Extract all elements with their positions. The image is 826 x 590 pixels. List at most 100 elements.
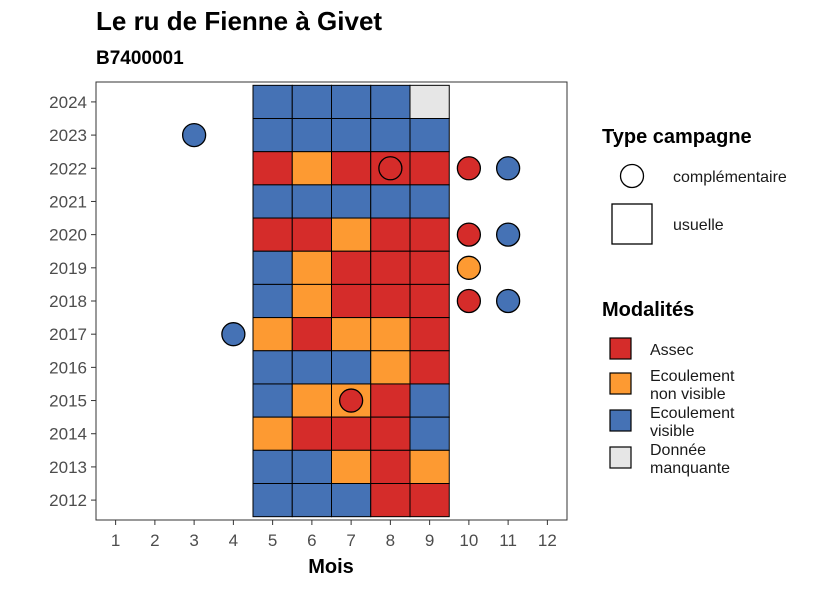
legend-modalite-label: manquante [650, 460, 730, 477]
tile-2024-6 [291, 84, 332, 120]
point-2023-3 [181, 122, 207, 148]
tile-2023-7 [331, 118, 372, 153]
tile-2020-8 [370, 217, 411, 252]
y-tick-label: 2013 [49, 458, 87, 477]
legend-swatch-1 [609, 372, 632, 395]
tile-2016-6 [291, 350, 332, 385]
tile-2022-6 [291, 151, 332, 186]
tile-2020-9 [409, 217, 450, 252]
tile-2015-9 [409, 383, 450, 418]
chart-title: Le ru de Fienne à Givet [96, 6, 382, 36]
point-2019-10 [456, 255, 482, 280]
y-tick-label: 2021 [49, 192, 87, 211]
legend-swatch-3 [609, 446, 632, 469]
tile-2022-9 [409, 151, 450, 186]
tile-2017-9 [409, 317, 450, 352]
x-tick-label: 10 [459, 531, 478, 550]
tile-2021-5 [252, 184, 293, 219]
tile-2014-9 [409, 416, 450, 451]
tile-2017-5 [252, 317, 293, 352]
tile-layer [252, 84, 450, 518]
tile-2019-7 [331, 250, 372, 285]
x-tick-label: 12 [538, 531, 557, 550]
point-2015-7 [338, 388, 364, 413]
y-tick-label: 2023 [49, 126, 87, 145]
tile-2013-7 [331, 449, 372, 484]
tile-2017-7 [331, 317, 372, 352]
tile-2014-8 [370, 416, 411, 451]
x-axis-title: Mois [308, 556, 354, 578]
tile-2015-8 [370, 383, 411, 418]
tile-2016-5 [252, 350, 293, 385]
tile-2021-7 [331, 184, 372, 219]
point-2022-11 [495, 156, 521, 181]
tile-2015-6 [291, 383, 332, 418]
x-tick-label: 4 [229, 531, 238, 550]
tile-2016-9 [409, 350, 450, 385]
y-tick-label: 2024 [49, 93, 87, 112]
legend-modalite-label: Ecoulement [650, 368, 735, 385]
legend-type-title: Type campagne [602, 126, 752, 148]
point-2018-10 [456, 288, 482, 314]
tile-2013-5 [252, 449, 293, 484]
legend-modalite-label: Donnée [650, 442, 706, 459]
tile-2012-7 [331, 483, 372, 518]
legend-type-label: complémentaire [673, 169, 787, 186]
legend-circle-swatch [619, 163, 645, 189]
tile-2018-5 [252, 283, 293, 319]
tile-2024-5 [252, 84, 293, 120]
tile-2014-7 [331, 416, 372, 451]
legend-type: complémentaire usuelle [611, 163, 787, 245]
tile-2017-8 [370, 317, 411, 352]
tile-2019-6 [291, 250, 332, 285]
legend-modalite-label: Ecoulement [650, 405, 735, 422]
y-tick-label: 2018 [49, 292, 87, 311]
legend-swatch-0 [609, 337, 632, 360]
y-tick-label: 2015 [49, 392, 87, 411]
point-2022-10 [456, 156, 482, 181]
y-tick-label: 2016 [49, 358, 87, 377]
tile-2021-9 [409, 184, 450, 219]
tile-2018-6 [291, 283, 332, 319]
tile-2014-5 [252, 416, 293, 451]
y-tick-label: 2017 [49, 325, 87, 344]
legend-modalites-title: Modalités [602, 299, 694, 321]
x-tick-label: 6 [307, 531, 316, 550]
tile-2013-8 [370, 449, 411, 484]
tile-2016-7 [331, 350, 372, 385]
point-2022-8 [378, 156, 403, 181]
tile-2021-8 [370, 184, 411, 219]
x-tick-label: 7 [346, 531, 355, 550]
tile-2014-6 [291, 416, 332, 451]
tile-2019-5 [252, 250, 293, 285]
tile-2022-7 [331, 151, 372, 186]
tile-2019-8 [370, 250, 411, 285]
legend-swatch-2 [609, 409, 632, 432]
axes: 1 2 3 4 5 6 7 8 9 10 11 122012201320142015201620172… [49, 93, 557, 550]
tile-2017-6 [291, 317, 332, 352]
x-tick-label: 11 [499, 531, 517, 550]
tile-2024-8 [370, 84, 411, 120]
tile-2019-9 [409, 250, 450, 285]
y-tick-label: 2012 [49, 491, 87, 510]
tile-2023-9 [409, 118, 450, 153]
point-2018-11 [495, 288, 521, 314]
tile-2012-9 [409, 483, 450, 518]
y-tick-label: 2014 [49, 425, 87, 444]
x-tick-label: 3 [189, 531, 198, 550]
point-layer [181, 122, 521, 413]
chart-subtitle: B7400001 [96, 48, 184, 69]
tile-2012-8 [370, 483, 411, 518]
tile-2012-5 [252, 483, 293, 518]
point-2020-10 [456, 222, 482, 247]
y-tick-label: 2019 [49, 259, 87, 278]
y-tick-label: 2020 [49, 226, 87, 245]
tile-2012-6 [291, 483, 332, 518]
tile-2023-8 [370, 118, 411, 153]
tile-2023-6 [291, 118, 332, 153]
x-tick-label: 8 [386, 531, 395, 550]
legend-square-swatch [611, 203, 653, 245]
legend-type-label: usuelle [673, 217, 724, 234]
tile-2013-9 [409, 449, 450, 484]
